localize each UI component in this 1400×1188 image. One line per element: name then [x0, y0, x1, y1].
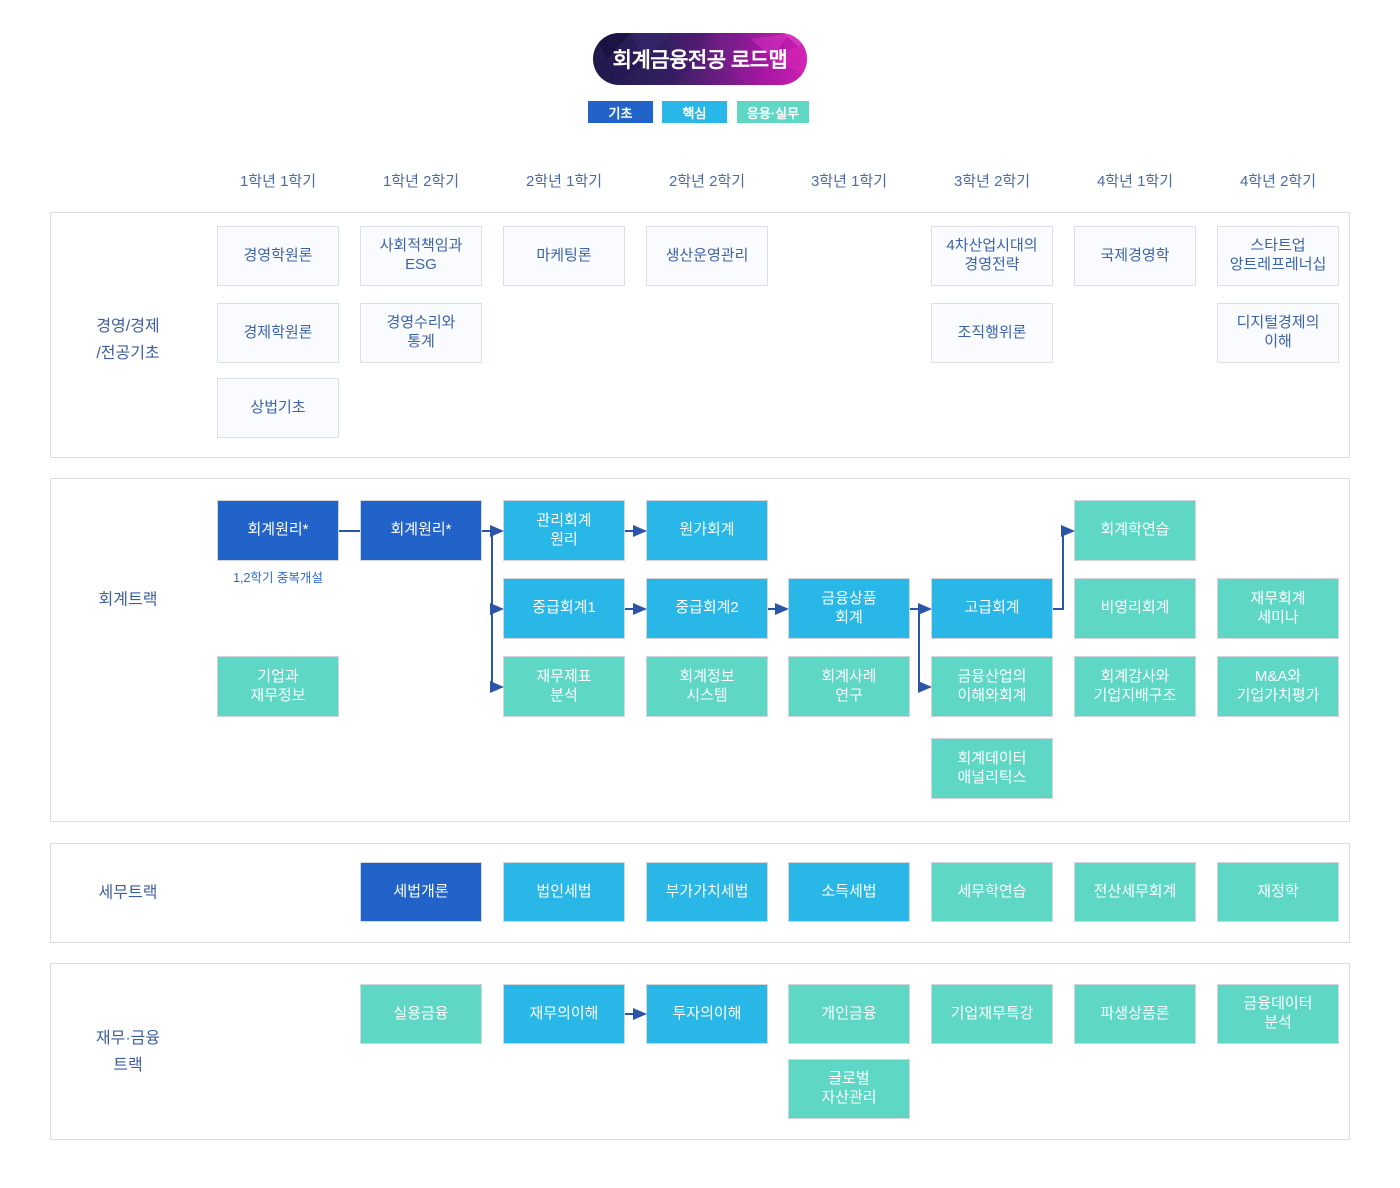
course-acct-case-study: 회계사례 연구: [788, 656, 910, 717]
section-label-tax-track: 세무트랙: [98, 884, 158, 902]
semester-header: 3학년 1학기: [810, 173, 888, 190]
course-nonprofit-acct: 비영리회계: [1074, 578, 1196, 639]
course-box: 전산세무회계: [1074, 862, 1196, 922]
course-box: 생산운영관리: [646, 226, 768, 286]
course-box: 디지털경제의 이해: [1217, 303, 1339, 363]
course-box: 법인세법: [503, 862, 625, 922]
semester-header: 1학년 1학기: [239, 173, 317, 190]
course-acct-principles-2: 회계원리*: [360, 500, 482, 561]
course-box: 4차산업시대의 경영전략: [931, 226, 1053, 286]
course-box: 경제학원론: [217, 303, 339, 363]
course-box: 재정학: [1217, 862, 1339, 922]
course-box: 국제경영학: [1074, 226, 1196, 286]
course-investment-understanding: 투자의이해: [646, 984, 768, 1044]
course-box: 경영수리와 통계: [360, 303, 482, 363]
course-box: 마케팅론: [503, 226, 625, 286]
course-finance-understanding: 재무의이해: [503, 984, 625, 1044]
course-intermediate-acct-2: 중급회계2: [646, 578, 768, 639]
section-label-foundation: 경영/경제 /전공기초: [96, 317, 160, 362]
course-box: 실용금융: [360, 984, 482, 1044]
course-intermediate-acct-1: 중급회계1: [503, 578, 625, 639]
course-acct-info-systems: 회계정보 시스템: [646, 656, 768, 717]
title-polygon-art: [593, 33, 807, 85]
course-box: 사회적책임과 ESG: [360, 226, 482, 286]
course-box: 글로벌 자산관리: [788, 1059, 910, 1119]
duplicate-offering-note: 1,2학기 중복개설: [233, 571, 323, 585]
semester-header: 3학년 2학기: [953, 173, 1031, 190]
semester-header: 4학년 1학기: [1096, 173, 1174, 190]
course-box: 세무학연습: [931, 862, 1053, 922]
section-label-accounting-track: 회계트랙: [98, 591, 158, 609]
course-box: 세법개론: [360, 862, 482, 922]
course-corp-fin-info: 기업과 재무정보: [217, 656, 339, 717]
semester-header: 2학년 1학기: [525, 173, 603, 190]
semester-header: 4학년 2학기: [1239, 173, 1317, 190]
course-box: 소득세법: [788, 862, 910, 922]
course-box: 상법기초: [217, 378, 339, 438]
course-box: 파생상품론: [1074, 984, 1196, 1044]
course-financial-instruments-acct: 금융상품 회계: [788, 578, 910, 639]
course-box: 기업재무특강: [931, 984, 1053, 1044]
course-acct-practice: 회계학연습: [1074, 500, 1196, 561]
semester-header: 2학년 2학기: [668, 173, 746, 190]
course-box: 스타트업 앙트레프레너십: [1217, 226, 1339, 286]
legend-item-core: 핵심: [662, 101, 727, 123]
legend-item-basic: 기초: [588, 101, 653, 123]
course-advanced-acct: 고급회계: [931, 578, 1053, 639]
roadmap-title-badge: 회계금융전공 로드맵: [593, 33, 807, 85]
course-acct-data-analytics: 회계데이터 애널리틱스: [931, 738, 1053, 799]
section-label-finance-track: 재무·금융 트랙: [95, 1029, 161, 1074]
page-title: 회계금융전공 로드맵: [612, 49, 788, 72]
course-financial-industry-acct: 금융산업의 이해와회계: [931, 656, 1053, 717]
course-mna-valuation: M&A와 기업가치평가: [1217, 656, 1339, 717]
course-acct-principles-1: 회계원리*: [217, 500, 339, 561]
course-cost-acct: 원가회계: [646, 500, 768, 561]
course-fs-analysis: 재무제표 분석: [503, 656, 625, 717]
course-audit-governance: 회계감사와 기업지배구조: [1074, 656, 1196, 717]
course-box: 조직행위론: [931, 303, 1053, 363]
course-box: 금융데이터 분석: [1217, 984, 1339, 1044]
course-box: 개인금융: [788, 984, 910, 1044]
legend-item-applied: 응용·실무: [737, 101, 809, 123]
course-box: 경영학원론: [217, 226, 339, 286]
course-managerial-acct: 관리회계 원리: [503, 500, 625, 561]
semester-header: 1학년 2학기: [382, 173, 460, 190]
course-box: 부가가치세법: [646, 862, 768, 922]
course-fin-acct-seminar: 재무회계 세미나: [1217, 578, 1339, 639]
